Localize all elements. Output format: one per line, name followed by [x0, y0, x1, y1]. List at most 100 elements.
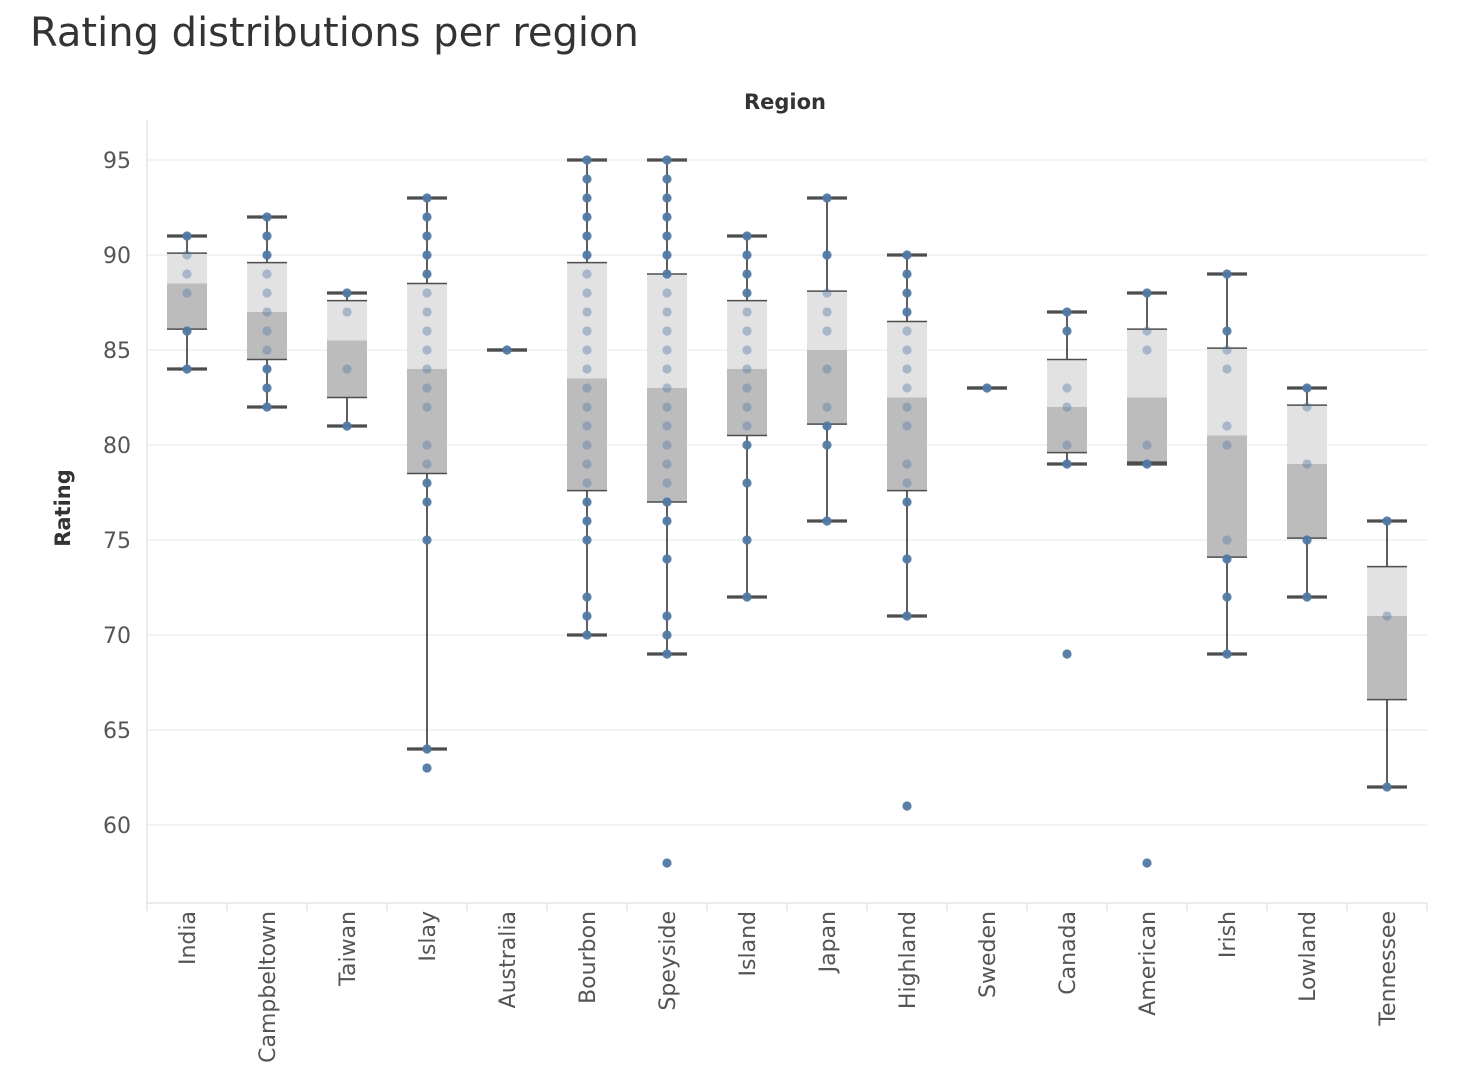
x-tick-label: Irish: [1216, 911, 1241, 958]
data-point: [662, 288, 672, 298]
box-lower-half: [1207, 435, 1247, 558]
data-point: [1222, 554, 1232, 564]
box-upper-half: [247, 262, 287, 312]
box-lowland: [1287, 386, 1327, 599]
data-point: [662, 402, 672, 412]
data-point: [742, 326, 752, 336]
box-tennessee: [1367, 519, 1407, 789]
y-axis-title: Rating: [51, 469, 75, 547]
y-tick-label: 60: [103, 814, 131, 839]
data-point: [582, 497, 592, 507]
x-tick-label: Japan: [816, 911, 841, 974]
box-lower-half: [727, 369, 767, 436]
x-tick-label: Lowland: [1296, 911, 1321, 1002]
data-point: [742, 307, 752, 317]
data-point: [982, 383, 992, 393]
data-point: [662, 212, 672, 222]
box-lower-half: [247, 312, 287, 360]
data-point: [342, 364, 352, 374]
data-point: [1222, 535, 1232, 545]
data-point: [262, 269, 272, 279]
data-point: [422, 193, 432, 203]
data-point: [182, 250, 192, 260]
box-japan: [807, 196, 847, 523]
data-point: [1222, 269, 1232, 279]
data-point: [582, 326, 592, 336]
data-point: [662, 459, 672, 469]
box-lower-half: [1047, 407, 1087, 453]
box-lower-half: [567, 378, 607, 491]
data-point: [422, 478, 432, 488]
box-taiwan: [327, 291, 367, 428]
box-upper-half: [567, 262, 607, 379]
box-irish: [1207, 272, 1247, 656]
data-point: [582, 611, 592, 621]
data-point: [742, 440, 752, 450]
data-point: [1302, 592, 1312, 602]
data-point: [902, 611, 912, 621]
box-upper-half: [807, 291, 847, 350]
data-point: [742, 250, 752, 260]
data-point: [662, 231, 672, 241]
data-point: [582, 421, 592, 431]
data-point: [582, 383, 592, 393]
data-point: [582, 250, 592, 260]
box-upper-half: [647, 274, 687, 388]
box-american: [1127, 291, 1167, 466]
data-point: [822, 288, 832, 298]
data-point: [662, 421, 672, 431]
data-point: [902, 326, 912, 336]
data-point: [262, 383, 272, 393]
data-point: [822, 250, 832, 260]
data-point: [1062, 459, 1072, 469]
data-point: [662, 383, 672, 393]
box-speyside: [647, 158, 687, 656]
category-labels: India Campbeltown Taiwan Islay Australia Bour…: [176, 911, 1401, 1063]
data-point: [582, 516, 592, 526]
data-point: [582, 364, 592, 374]
data-point: [902, 345, 912, 355]
data-point: [662, 440, 672, 450]
data-point: [1062, 383, 1072, 393]
data-point: [742, 364, 752, 374]
data-point: [262, 288, 272, 298]
data-point: [582, 174, 592, 184]
data-point: [662, 193, 672, 203]
data-point: [902, 421, 912, 431]
data-point: [422, 269, 432, 279]
data-point: [902, 288, 912, 298]
data-point: [742, 478, 752, 488]
y-tick-label: 65: [103, 719, 131, 744]
data-point: [662, 345, 672, 355]
data-point: [902, 554, 912, 564]
x-tick-label: Highland: [896, 911, 921, 1009]
data-point: [822, 326, 832, 336]
box-upper-half: [887, 321, 927, 398]
data-point: [262, 364, 272, 374]
data-point: [742, 421, 752, 431]
box-upper-half: [727, 300, 767, 369]
x-tick-label: Speyside: [656, 911, 681, 1011]
data-point: [822, 440, 832, 450]
y-tick-label: 75: [103, 529, 131, 554]
data-point: [662, 478, 672, 488]
data-point: [582, 193, 592, 203]
data-point: [1302, 459, 1312, 469]
data-point: [1302, 402, 1312, 412]
data-point: [1302, 383, 1312, 393]
data-point: [822, 402, 832, 412]
x-tick-label: Islay: [416, 911, 441, 962]
data-point: [1222, 421, 1232, 431]
data-point: [422, 459, 432, 469]
box-lower-half: [647, 388, 687, 502]
data-point: [742, 535, 752, 545]
box-lower-half: [1127, 397, 1167, 463]
data-point: [582, 440, 592, 450]
data-point: [1382, 782, 1392, 792]
data-point: [422, 231, 432, 241]
x-tick-label: Taiwan: [336, 911, 361, 987]
box-highland: [887, 253, 927, 618]
box-upper-half: [327, 300, 367, 341]
data-point: [422, 345, 432, 355]
data-point: [1062, 440, 1072, 450]
